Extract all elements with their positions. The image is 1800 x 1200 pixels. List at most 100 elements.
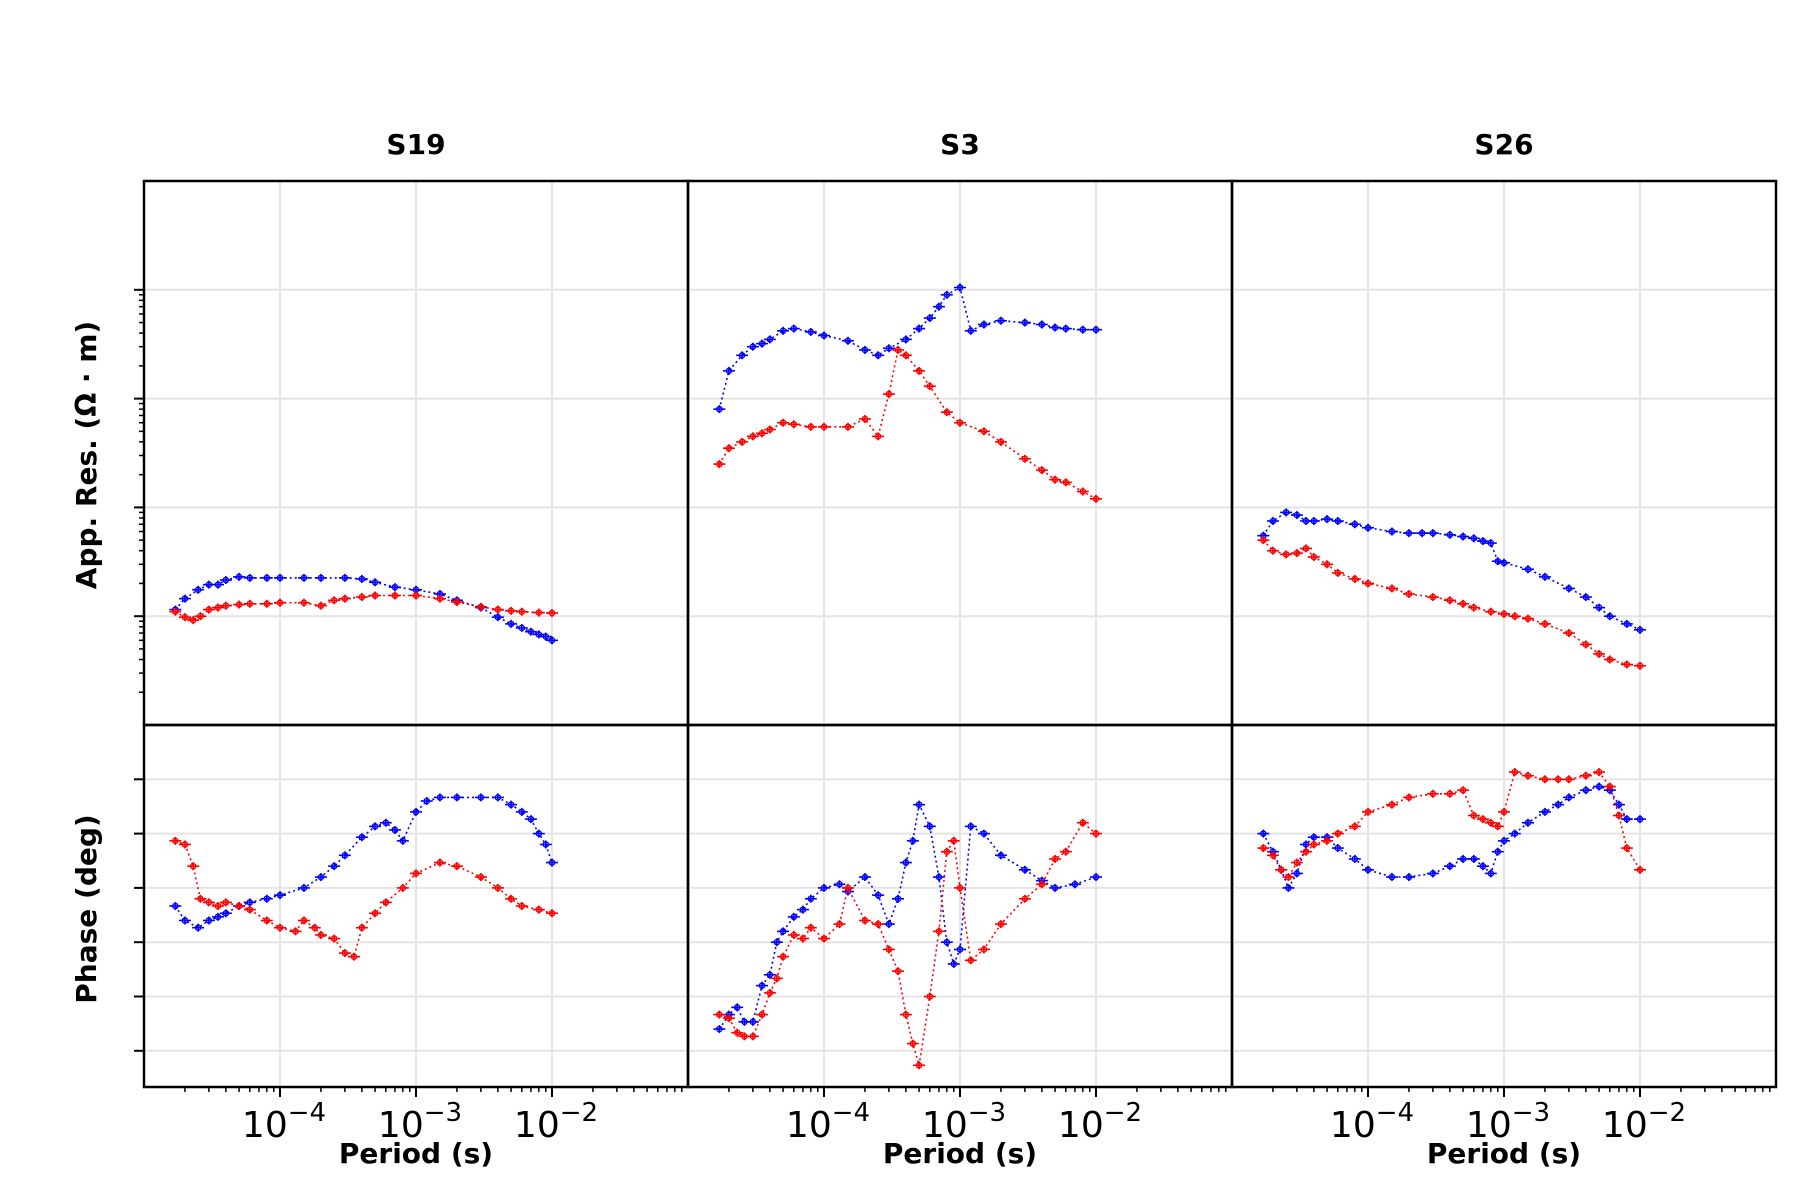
x-tick-label: 10−3 xyxy=(378,1098,462,1146)
resistivity-data-point xyxy=(187,616,200,625)
phase-data-point xyxy=(369,822,382,831)
phase-data-point xyxy=(1491,847,1504,856)
phase-data-point xyxy=(1076,818,1089,827)
x-tick-label: 10−4 xyxy=(786,1098,870,1146)
phase-data-point xyxy=(1552,775,1565,784)
resistivity-data-point xyxy=(736,351,749,360)
phase-data-point xyxy=(1299,847,1312,856)
phase-data-point xyxy=(1612,800,1625,809)
phase-data-point xyxy=(1521,771,1534,780)
phase-data-point xyxy=(1362,865,1374,874)
phase-data-point xyxy=(858,916,871,925)
phase-data-point xyxy=(787,912,800,921)
phase-data-point xyxy=(219,909,232,918)
phase-data-point xyxy=(192,923,205,932)
resistivity-data-point xyxy=(1076,325,1089,334)
resistivity-data-point xyxy=(1299,544,1312,553)
resistivity-data-point xyxy=(1402,529,1415,538)
phase-data-point xyxy=(913,1061,926,1070)
resistivity-data-point xyxy=(940,408,953,417)
phase-data-point xyxy=(379,818,392,827)
phase-data-point xyxy=(954,883,966,892)
resistivity-data-point xyxy=(355,593,368,602)
phase-data-point xyxy=(1257,829,1270,838)
resistivity-data-point xyxy=(410,591,422,600)
phase-data-point xyxy=(1579,786,1592,795)
phase-series-blue xyxy=(169,793,558,932)
resistivity-data-point xyxy=(1443,596,1456,605)
phase-data-point xyxy=(833,880,846,889)
resistivity-data-point xyxy=(524,627,537,636)
phase-data-point xyxy=(777,927,790,936)
resistivity-data-point xyxy=(1348,574,1361,583)
phase-data-point xyxy=(355,923,368,932)
resistivity-data-point xyxy=(858,345,871,354)
resistivity-data-point xyxy=(192,585,205,594)
resistivity-data-point xyxy=(194,612,207,621)
phase-data-point xyxy=(169,902,182,910)
phase-data-point xyxy=(1402,793,1415,802)
resistivity-data-point xyxy=(539,632,552,641)
resistivity-data-point xyxy=(1290,511,1303,520)
phase-data-point xyxy=(1275,865,1288,874)
phase-data-point xyxy=(1457,786,1470,795)
phase-series-line xyxy=(719,821,1097,1066)
phase-data-point xyxy=(178,916,191,925)
resistivity-data-point xyxy=(1090,494,1102,503)
resistivity-data-point xyxy=(746,342,759,351)
resistivity-data-point xyxy=(515,623,528,632)
resistivity-data-point xyxy=(1280,550,1293,559)
resistivity-data-point xyxy=(713,405,726,414)
phase-data-point xyxy=(328,862,341,871)
resistivity-data-point xyxy=(1498,558,1510,567)
phase-series-line xyxy=(718,802,1097,1030)
panel-title: S3 xyxy=(940,128,980,161)
resistivity-data-point xyxy=(940,290,953,299)
phase-series-red xyxy=(1257,768,1646,882)
resistivity-series-blue xyxy=(169,572,558,645)
resistivity-series-line xyxy=(718,348,1097,500)
phase-data-point xyxy=(1090,829,1102,838)
resistivity-series-red xyxy=(1257,536,1646,670)
phase-data-point xyxy=(755,1010,768,1019)
phase-data-point xyxy=(1426,869,1439,878)
resistivity-data-point xyxy=(491,613,504,622)
resistivity-data-point xyxy=(388,583,401,592)
phase-data-point xyxy=(940,847,953,856)
resistivity-series-line xyxy=(718,286,1096,410)
resistivity-data-point xyxy=(1307,553,1320,562)
phase-data-point xyxy=(1579,771,1592,780)
phase-data-point xyxy=(947,836,960,845)
phase-data-point xyxy=(923,992,936,1001)
resistivity-data-point xyxy=(178,613,191,622)
phase-data-point xyxy=(1090,873,1102,882)
resistivity-data-point xyxy=(1603,655,1616,664)
phase-data-point xyxy=(932,927,945,936)
phase-data-point xyxy=(1018,894,1031,903)
resistivity-data-point xyxy=(994,316,1007,325)
phase-data-point xyxy=(891,967,904,976)
resistivity-data-point xyxy=(1266,546,1279,555)
x-axis-label: Period (s) xyxy=(339,1137,493,1170)
phase-data-point xyxy=(1467,811,1480,820)
phase-data-point xyxy=(243,898,256,907)
phase-data-point xyxy=(1538,775,1551,784)
resistivity-data-point xyxy=(491,605,504,614)
resistivity-data-point xyxy=(355,574,368,583)
phase-data-point xyxy=(211,902,224,910)
phase-data-point xyxy=(1538,807,1551,816)
phase-series-line xyxy=(175,840,553,958)
phase-data-point xyxy=(994,851,1007,860)
phase-data-point xyxy=(787,930,800,939)
resistivity-data-point xyxy=(546,609,558,618)
resistivity-data-point xyxy=(818,331,830,340)
resistivity-data-point xyxy=(1090,325,1102,334)
phase-data-point xyxy=(314,873,327,882)
resistivity-data-point xyxy=(1484,607,1497,616)
resistivity-data-point xyxy=(954,418,966,427)
phase-data-point xyxy=(1266,851,1279,860)
phase-data-point xyxy=(770,938,783,947)
phase-data-point xyxy=(532,905,545,914)
phase-data-point xyxy=(1593,782,1606,791)
phase-series-red xyxy=(713,818,1102,1070)
